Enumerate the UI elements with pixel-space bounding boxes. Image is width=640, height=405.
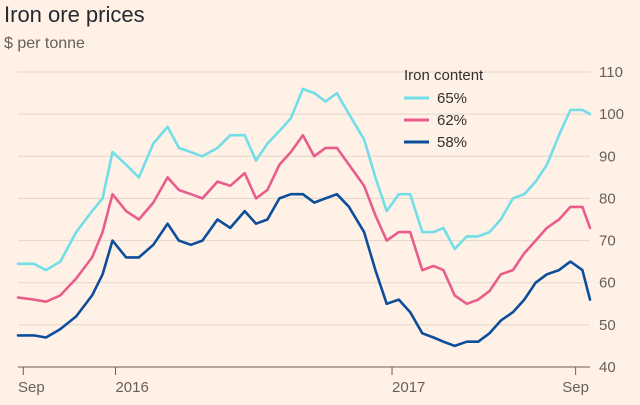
chart-subtitle: $ per tonne	[4, 35, 85, 52]
x-tick-label: 2016	[115, 379, 148, 396]
x-tick-label: 2017	[392, 379, 425, 396]
x-tick-label: Sep	[18, 379, 45, 396]
y-axis-ticks: 40 50 60 70 80 90 100 110	[599, 64, 624, 376]
x-axis-ticks: Sep 2016 2017 Sep	[18, 367, 589, 396]
series-line-62pct	[16, 133, 592, 306]
legend-label: 65%	[437, 90, 467, 107]
series-line-65pct	[16, 87, 592, 272]
legend-label: 58%	[437, 134, 467, 151]
series-line-58pct	[16, 192, 592, 348]
y-tick-label: 60	[599, 275, 616, 292]
y-tick-label: 110	[599, 64, 623, 81]
y-tick-label: 90	[599, 148, 616, 165]
x-tick-label: Sep	[562, 379, 589, 396]
grid-lines	[18, 71, 590, 368]
legend-title: Iron content	[404, 67, 484, 84]
chart-title: Iron ore prices	[4, 2, 145, 27]
y-tick-label: 40	[599, 359, 616, 376]
y-tick-label: 50	[599, 317, 616, 334]
legend: Iron content 65% 62% 58%	[404, 67, 484, 151]
series-lines	[16, 87, 592, 348]
legend-label: 62%	[437, 112, 467, 129]
y-tick-label: 100	[599, 106, 624, 123]
y-tick-label: 70	[599, 233, 616, 250]
y-tick-label: 80	[599, 190, 616, 207]
